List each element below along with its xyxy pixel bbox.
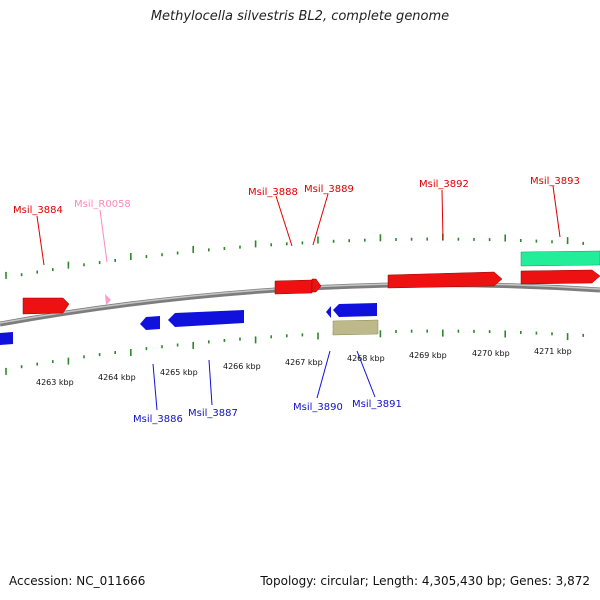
leader-line [36, 215, 45, 266]
gene-msil-3886[interactable] [140, 316, 160, 330]
gene-msil-3887[interactable] [168, 310, 244, 327]
gene-label-msil-3889[interactable]: Msil_3889 [304, 184, 354, 195]
kbp-label: 4266 kbp [223, 362, 261, 371]
kbp-label: 4268 kbp [347, 354, 385, 363]
gene-msil-3891[interactable] [332, 319, 379, 336]
page-title: Methylocella silvestris BL2, complete ge… [150, 9, 450, 24]
kbp-label: 4265 kbp [160, 368, 198, 377]
genome-summary-text: Topology: circular; Length: 4,305,430 bp… [260, 574, 590, 588]
forward-scale-ticks [5, 233, 585, 279]
leader-line [316, 350, 331, 399]
gene-label-msil-r0058[interactable]: Msil_R0058 [74, 199, 131, 210]
leader-line [356, 350, 376, 398]
gene-msil-3893-cds[interactable] [520, 269, 600, 285]
gene-label-msil-3890[interactable]: Msil_3890 [293, 402, 343, 413]
gene-reverse-left[interactable] [0, 332, 13, 345]
reverse-scale-ticks [5, 329, 585, 375]
gene-msil-r0058[interactable] [105, 294, 111, 305]
gene-label-msil-3887[interactable]: Msil_3887 [188, 408, 238, 419]
accession-text: Accession: NC_011666 [9, 574, 146, 588]
leader-line [552, 185, 561, 238]
leader-line [99, 209, 108, 263]
gene-label-msil-3892[interactable]: Msil_3892 [419, 179, 469, 190]
gene-label-msil-3893[interactable]: Msil_3893 [530, 176, 580, 187]
kbp-label: 4270 kbp [472, 349, 510, 358]
gene-label-msil-3884[interactable]: Msil_3884 [13, 205, 63, 216]
kbp-label: 4264 kbp [98, 373, 136, 382]
gene-msil-3890-small[interactable] [326, 306, 331, 318]
gene-msil-3892[interactable] [387, 271, 503, 289]
gene-label-msil-3891[interactable]: Msil_3891 [352, 399, 402, 410]
leader-line [152, 363, 158, 411]
kbp-label: 4271 kbp [534, 347, 572, 356]
gene-msil-3884[interactable] [22, 297, 70, 315]
leader-line [208, 359, 213, 406]
gene-label-msil-3886[interactable]: Msil_3886 [133, 414, 183, 425]
gene-msil-3890[interactable] [333, 303, 377, 317]
kbp-label: 4263 kbp [36, 378, 74, 387]
leader-line [312, 193, 329, 246]
leader-line [275, 195, 293, 247]
kbp-label: 4269 kbp [409, 351, 447, 360]
leader-line [441, 189, 444, 241]
kbp-label: 4267 kbp [285, 358, 323, 367]
gene-msil-3889[interactable] [311, 278, 322, 293]
gene-msil-3888[interactable] [274, 279, 313, 295]
gene-label-msil-3888[interactable]: Msil_3888 [248, 187, 298, 198]
gene-msil-3893[interactable] [520, 250, 600, 267]
